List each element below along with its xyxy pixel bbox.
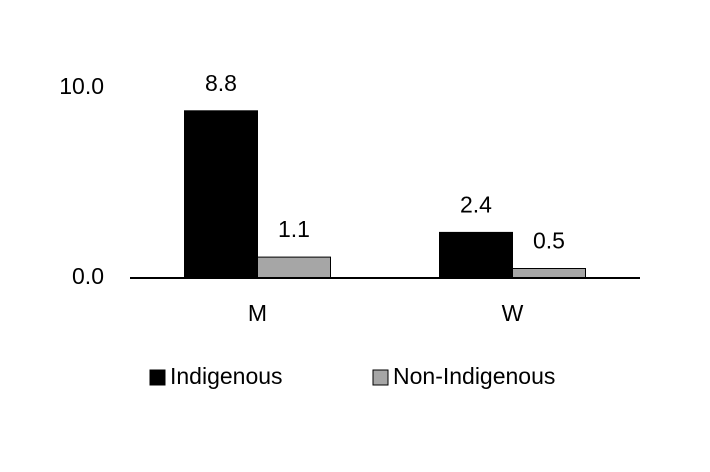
bar: [439, 231, 513, 279]
x-tick-label: W: [502, 300, 524, 326]
value-label: 2.4: [460, 191, 492, 217]
value-label: 8.8: [205, 70, 237, 96]
legend-label: Indigenous: [170, 363, 283, 389]
value-label: 0.5: [533, 228, 565, 254]
bar: [512, 268, 586, 279]
legend-swatch: [372, 369, 389, 386]
legend-label: Non-Indigenous: [393, 363, 555, 389]
legend-swatch: [149, 369, 166, 386]
y-tick-label: 0.0: [72, 263, 104, 289]
bar: [184, 110, 258, 279]
bar: [257, 256, 331, 279]
value-label: 1.1: [278, 216, 310, 242]
x-tick-label: M: [248, 300, 267, 326]
y-tick-label: 10.0: [59, 73, 104, 99]
